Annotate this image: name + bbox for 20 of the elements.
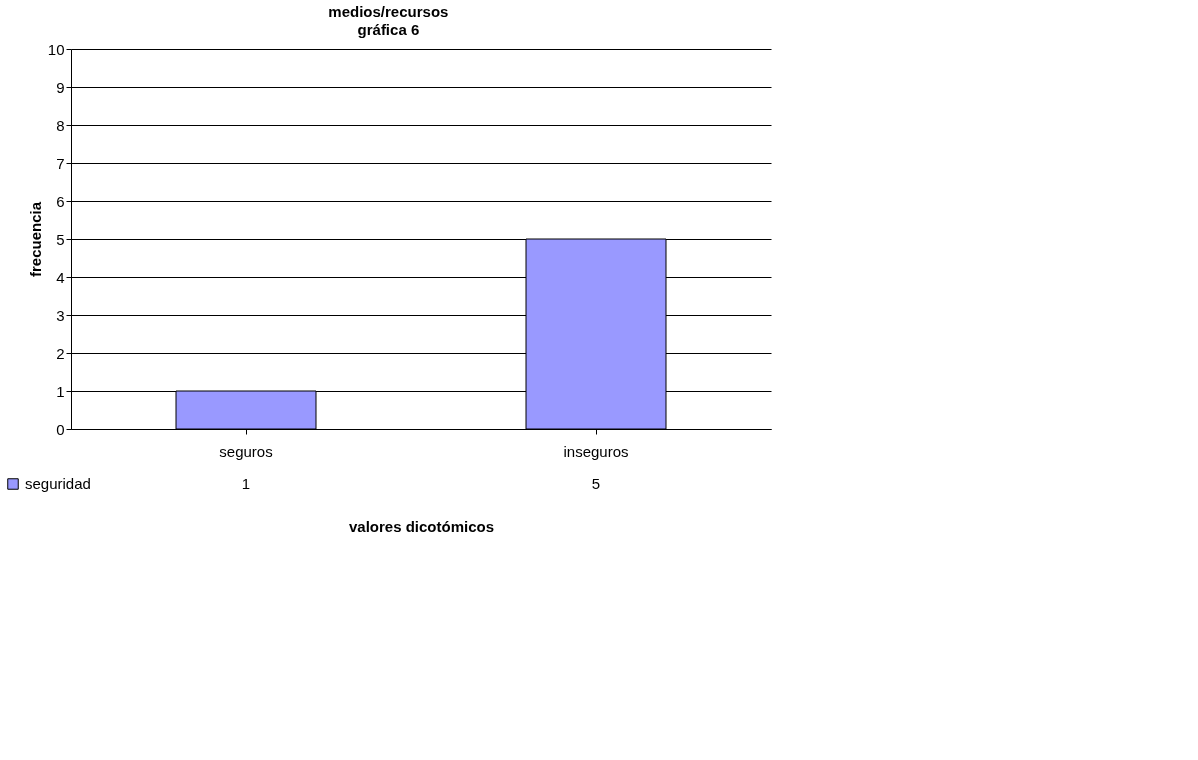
x-axis-title: valores dicotómicos: [348, 517, 495, 535]
y-tick-label: 5: [56, 230, 65, 248]
y-axis-title: frecuencia: [26, 201, 44, 278]
y-tick-label: 4: [56, 268, 65, 286]
y-tick-label: 10: [47, 40, 65, 58]
x-tick-label: inseguros: [563, 442, 629, 460]
chart-title: medios/recursos: [328, 3, 449, 20]
y-tick-label: 7: [56, 154, 65, 172]
y-tick-label: 2: [56, 344, 65, 362]
chart-subtitle: gráfica 6: [357, 21, 420, 38]
y-tick-label: 6: [56, 192, 65, 210]
x-tick-label: seguros: [219, 442, 273, 460]
y-tick-label: 3: [56, 306, 65, 324]
data-label: 1: [241, 475, 251, 492]
y-tick-label: 0: [56, 420, 65, 438]
y-tick-label: 9: [56, 78, 65, 96]
data-label: 5: [591, 475, 601, 492]
y-tick-label: 1: [56, 382, 65, 400]
legend-label: seguridad: [25, 475, 91, 492]
y-tick-label: 8: [56, 116, 65, 134]
